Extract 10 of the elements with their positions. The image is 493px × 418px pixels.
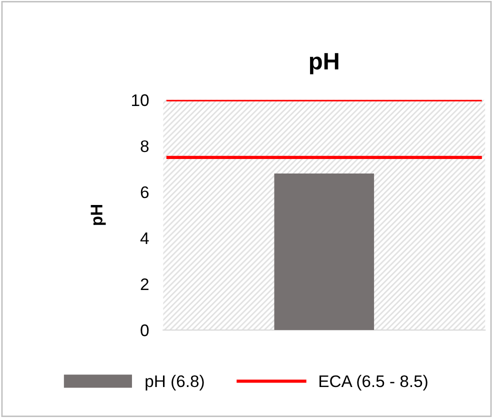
y-tick-label: 10 [132, 94, 149, 106]
y-tick-label: 2 [140, 278, 148, 290]
legend-label: ECA (6.5 - 8.5) [320, 374, 428, 390]
y-tick-label: 8 [140, 140, 149, 152]
y-tick-label: 0 [140, 324, 149, 336]
chart-title: pH [310, 53, 338, 74]
y-tick-label: 4 [140, 232, 149, 244]
y-tick-label: 6 [140, 186, 149, 198]
legend-label: pH (6.8) [146, 374, 204, 390]
y-axis-title: pH [90, 204, 106, 225]
